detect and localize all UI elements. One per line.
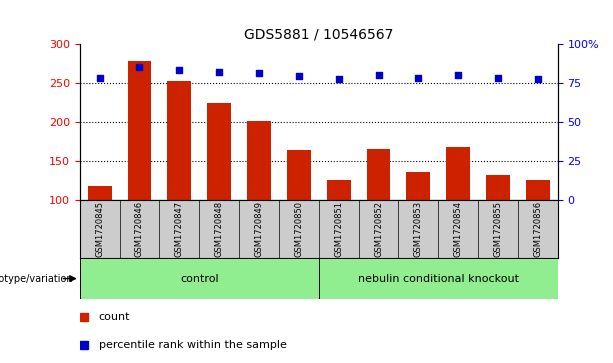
Text: GSM1720853: GSM1720853 <box>414 201 423 257</box>
Point <box>493 75 503 81</box>
Title: GDS5881 / 10546567: GDS5881 / 10546567 <box>244 27 394 41</box>
Text: count: count <box>99 312 131 322</box>
Bar <box>80 258 319 299</box>
Text: GSM1720852: GSM1720852 <box>374 201 383 257</box>
Bar <box>247 121 271 200</box>
Bar <box>167 81 191 200</box>
Text: GSM1720856: GSM1720856 <box>533 201 543 257</box>
Text: percentile rank within the sample: percentile rank within the sample <box>99 340 287 350</box>
Text: GSM1720848: GSM1720848 <box>215 201 224 257</box>
Bar <box>327 180 351 200</box>
Text: GSM1720854: GSM1720854 <box>454 201 463 257</box>
Point <box>215 69 224 74</box>
Bar <box>319 258 558 299</box>
Point <box>413 75 423 81</box>
Text: GSM1720850: GSM1720850 <box>294 201 303 257</box>
Text: GSM1720855: GSM1720855 <box>493 201 503 257</box>
Bar <box>526 180 550 200</box>
Bar <box>486 175 510 200</box>
Bar <box>88 186 112 200</box>
Text: genotype/variation: genotype/variation <box>0 274 74 284</box>
Text: GSM1720847: GSM1720847 <box>175 201 184 257</box>
Text: GSM1720849: GSM1720849 <box>254 201 264 257</box>
Bar <box>207 103 231 200</box>
Text: GSM1720846: GSM1720846 <box>135 201 144 257</box>
Point <box>254 70 264 76</box>
Point <box>533 77 543 82</box>
Bar <box>446 147 470 200</box>
Point <box>294 73 304 79</box>
Text: GSM1720851: GSM1720851 <box>334 201 343 257</box>
Bar <box>128 61 151 200</box>
Point <box>333 77 343 82</box>
Point <box>94 75 104 81</box>
Point <box>175 67 185 73</box>
Text: control: control <box>180 274 219 284</box>
Point <box>134 64 145 70</box>
Text: GSM1720845: GSM1720845 <box>95 201 104 257</box>
Bar <box>367 149 390 200</box>
Bar <box>287 151 311 200</box>
Point <box>454 72 463 78</box>
Point <box>373 72 384 78</box>
Bar <box>406 172 430 200</box>
Text: nebulin conditional knockout: nebulin conditional knockout <box>358 274 519 284</box>
